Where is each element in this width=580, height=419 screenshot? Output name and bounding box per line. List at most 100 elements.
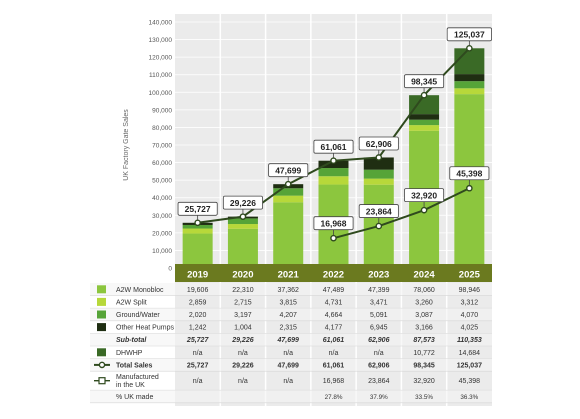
table-cell: 25,727 xyxy=(186,337,210,344)
table-cell: 27.8% xyxy=(325,394,343,401)
bar-segment xyxy=(363,178,394,185)
table-cell: 37,362 xyxy=(278,287,300,294)
total-sales-label: 62,906 xyxy=(366,139,392,149)
total-sales-label: 25,727 xyxy=(185,204,211,214)
table-row-label: Other Heat Pumps xyxy=(116,325,174,332)
total-sales-label: 61,061 xyxy=(321,142,347,152)
bar-segment xyxy=(409,119,440,126)
table-cell: 125,037 xyxy=(457,362,482,369)
table-cell: 3,087 xyxy=(415,312,433,319)
bar-segment xyxy=(454,74,485,82)
total-sales-label: 125,037 xyxy=(454,30,485,40)
table-cell: 45,398 xyxy=(459,378,481,385)
y-tick-label: 30,000 xyxy=(152,213,172,220)
bar-segment xyxy=(273,202,304,268)
table-cell: 3,471 xyxy=(370,299,388,306)
table-cell: 1,004 xyxy=(234,325,252,332)
total-sales-box xyxy=(404,74,445,89)
table-cell: 3,260 xyxy=(415,299,433,306)
table-cell: 36.3% xyxy=(460,394,478,401)
uk-manufactured-label: 45,398 xyxy=(456,169,482,179)
y-tick-label: 110,000 xyxy=(149,72,172,79)
bar-segment xyxy=(409,114,440,120)
table-cell: 23,864 xyxy=(368,378,390,385)
table-cell: n/a xyxy=(283,378,293,385)
table-cell: 29,226 xyxy=(232,362,254,369)
bar-segment xyxy=(454,81,485,89)
total-sales-box xyxy=(222,195,263,210)
uk-manufactured-marker xyxy=(420,206,428,214)
bar-segment xyxy=(182,224,213,229)
uk-manufactured-marker xyxy=(375,222,383,230)
legend-swatch xyxy=(97,285,106,294)
table-cell: 25,727 xyxy=(187,362,209,369)
bar-segment xyxy=(227,228,258,268)
legend-marker-uk xyxy=(98,377,106,385)
table-row-label: Manufactured xyxy=(116,374,159,381)
table-cell: 62,906 xyxy=(368,337,390,344)
table-cell: 110,353 xyxy=(457,337,482,344)
table-cell: 47,699 xyxy=(277,337,300,344)
bar-segment xyxy=(454,88,485,95)
uk-manufactured-label: 32,920 xyxy=(411,190,437,200)
bar-segment xyxy=(273,188,304,196)
uk-manufactured-box xyxy=(404,188,445,203)
bar-segment xyxy=(273,195,304,203)
y-tick-label: 10,000 xyxy=(152,248,172,255)
table-cell: 47,399 xyxy=(368,287,390,294)
bar-segment xyxy=(409,125,440,131)
y-tick-label: 40,000 xyxy=(152,195,172,202)
uk-manufactured-marker xyxy=(330,234,337,242)
legend-swatch xyxy=(97,297,106,306)
table-cell: 3,197 xyxy=(234,312,252,319)
table-cell: 2,859 xyxy=(189,299,207,306)
table-cell: n/a xyxy=(238,350,248,357)
y-tick-label: 100,000 xyxy=(149,90,173,97)
bar-segment xyxy=(363,157,394,170)
bar-segment xyxy=(318,160,349,169)
x-tick-label: 2021 xyxy=(278,270,300,281)
bar-segment xyxy=(409,95,440,115)
table-cell: 2,020 xyxy=(189,312,207,319)
table-cell: 29,226 xyxy=(231,337,254,344)
y-tick-label: 130,000 xyxy=(149,37,173,44)
table-cell: 2,315 xyxy=(279,325,297,332)
y-tick-label: 90,000 xyxy=(152,107,172,114)
table-row-bg xyxy=(90,283,492,296)
table-row-label: Total Sales xyxy=(116,362,153,369)
table-cell: 61,061 xyxy=(323,337,345,344)
bar-segment xyxy=(318,176,349,185)
legend-swatch xyxy=(97,310,106,319)
table-cell: 4,177 xyxy=(325,325,343,332)
y-tick-label: 140,000 xyxy=(149,20,173,27)
uk-manufactured-line xyxy=(333,187,470,240)
total-sales-marker xyxy=(239,213,247,220)
x-tick-label: 2022 xyxy=(323,270,344,281)
total-sales-label: 29,226 xyxy=(230,198,256,208)
total-sales-marker xyxy=(194,219,201,227)
x-tick-label: 2024 xyxy=(414,270,436,281)
table-cell: 4,070 xyxy=(461,312,479,319)
bar-segment xyxy=(454,48,485,75)
table-cell: 14,684 xyxy=(459,350,481,357)
total-sales-box xyxy=(268,163,309,178)
table-cell: 98,345 xyxy=(413,362,435,369)
table-cell: 47,489 xyxy=(323,287,345,294)
table-cell: n/a xyxy=(283,350,293,357)
uk-manufactured-marker xyxy=(466,184,473,192)
bar-segment xyxy=(182,233,213,268)
table-cell: 87,573 xyxy=(413,337,435,344)
table-row-bg xyxy=(90,333,492,346)
table-row-label: DHWHP xyxy=(116,350,143,357)
uk-manufactured-label: 16,968 xyxy=(321,218,347,228)
table-cell: 3,166 xyxy=(415,325,433,332)
y-tick-label: 120,000 xyxy=(149,55,173,62)
table-cell: 37.9% xyxy=(370,394,388,401)
uk-manufactured-label: 23,864 xyxy=(366,206,392,216)
table-cell: 6,945 xyxy=(370,325,388,332)
table-row-bg xyxy=(90,358,492,372)
table-cell: n/a xyxy=(329,350,339,357)
y-tick-label: 50,000 xyxy=(152,178,172,185)
x-tick-label: 2020 xyxy=(232,270,253,281)
